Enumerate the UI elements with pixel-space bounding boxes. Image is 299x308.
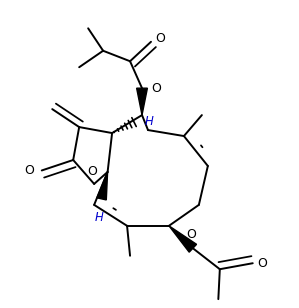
Polygon shape [169, 226, 196, 252]
Text: O: O [257, 257, 267, 270]
Text: H: H [94, 211, 103, 224]
Text: O: O [25, 164, 34, 177]
Polygon shape [97, 172, 108, 200]
Text: O: O [152, 82, 161, 95]
Text: O: O [155, 32, 165, 45]
Text: H: H [145, 115, 154, 128]
Text: O: O [88, 165, 97, 178]
Polygon shape [137, 88, 147, 115]
Text: O: O [187, 228, 196, 241]
